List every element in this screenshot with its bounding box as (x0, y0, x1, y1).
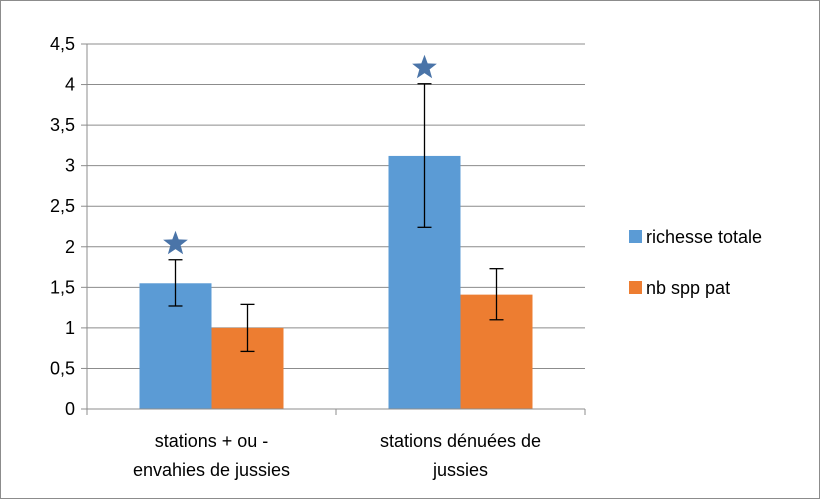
y-tick-label: 3 (65, 156, 75, 176)
y-tick-label: 0 (65, 399, 75, 419)
y-tick-label: 4 (65, 75, 75, 95)
y-tick-label: 2 (65, 237, 75, 257)
star-icon (412, 54, 437, 79)
star-icon (163, 230, 188, 255)
legend-label: richesse totale (646, 227, 762, 247)
y-tick-label: 2,5 (50, 196, 75, 216)
error-bars (168, 83, 504, 353)
y-tick-label: 4,5 (50, 34, 75, 54)
y-tick-label: 3,5 (50, 115, 75, 135)
y-tick-labels: 0 0,5 1 1,5 2 2,5 3 3,5 4 4,5 (50, 34, 75, 419)
x-category-label: stations dénuées de (380, 431, 541, 451)
y-tick-label: 1,5 (50, 277, 75, 297)
x-category-label: envahies de jussies (133, 460, 290, 480)
legend-swatch (629, 281, 642, 294)
x-category-label: stations + ou - (155, 431, 269, 451)
x-category-label: jussies (432, 460, 488, 480)
legend-swatch (629, 230, 642, 243)
y-tick-label: 1 (65, 318, 75, 338)
legend: richesse totale nb spp pat (629, 227, 762, 298)
y-tick-label: 0,5 (50, 358, 75, 378)
legend-label: nb spp pat (646, 278, 730, 298)
significance-stars (163, 54, 437, 255)
x-category-labels: stations + ou - envahies de jussies statio… (133, 431, 541, 480)
axes (81, 43, 586, 415)
bars (139, 155, 533, 409)
